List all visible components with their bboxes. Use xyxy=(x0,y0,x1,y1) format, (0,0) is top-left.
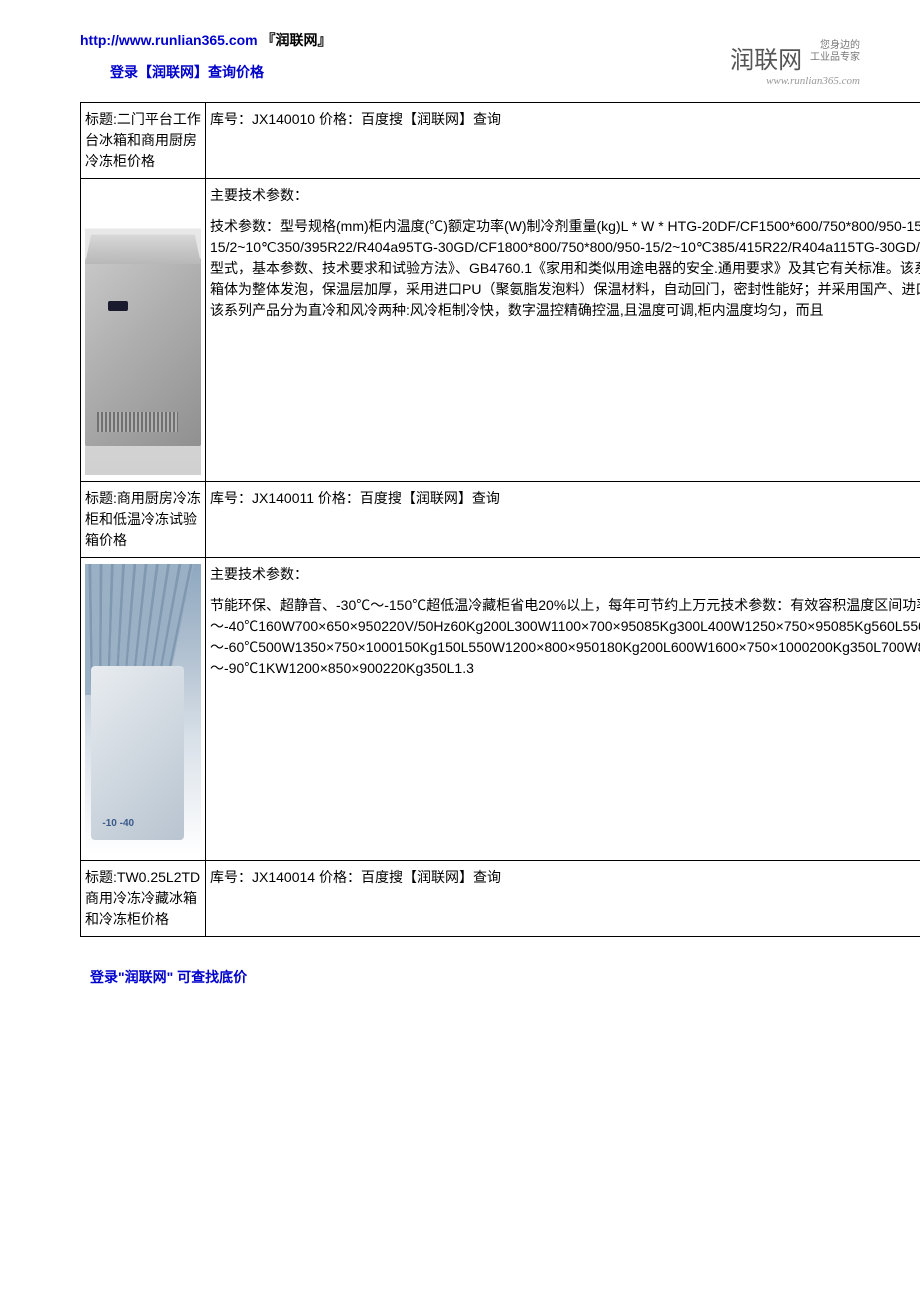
logo-row: 润联网 您身边的 工业品专家 xyxy=(730,40,860,75)
spec-body: 技术参数：型号规格(mm)柜内温度(℃)额定功率(W)制冷剂重量(kg)L * … xyxy=(210,216,920,321)
products-table: 标题:二门平台工作台冰箱和商用厨房冷冻柜价格 库号：JX140010 价格：百度… xyxy=(80,102,920,937)
stock-no: JX140011 xyxy=(252,490,314,506)
product-info-cell: 库号：JX140014 价格：百度搜【润联网】查询 xyxy=(206,861,920,937)
price-text: 百度搜【润联网】查询 xyxy=(360,490,500,506)
price-label: 价格： xyxy=(319,869,361,885)
freezer-temp-label: -10 -40 xyxy=(102,816,134,831)
product-image-cell xyxy=(81,179,206,482)
fridge-top xyxy=(85,234,201,263)
product-title-cell: 标题:二门平台工作台冰箱和商用厨房冷冻柜价格 xyxy=(81,103,206,179)
price-text: 百度搜【润联网】查询 xyxy=(361,111,501,127)
logo-area: 润联网 您身边的 工业品专家 www.runlian365.com xyxy=(730,40,860,87)
price-label: 价格： xyxy=(319,111,361,127)
fridge-workbench-graphic xyxy=(85,185,201,475)
table-row: 标题:商用厨房冷冻柜和低温冷冻试验箱价格 库号：JX140011 价格：百度搜【… xyxy=(81,482,920,558)
product-title-cell: 标题:商用厨房冷冻柜和低温冷冻试验箱价格 xyxy=(81,482,206,558)
site-brand: 『润联网』 xyxy=(262,32,332,48)
product-spec-cell: 主要技术参数： 技术参数：型号规格(mm)柜内温度(℃)额定功率(W)制冷剂重量… xyxy=(206,179,920,482)
chest-freezer-graphic: -10 -40 xyxy=(85,564,201,854)
table-row: 主要技术参数： 技术参数：型号规格(mm)柜内温度(℃)额定功率(W)制冷剂重量… xyxy=(81,179,920,482)
product-image-workbench-fridge xyxy=(85,185,201,475)
spec-heading: 主要技术参数： xyxy=(210,564,920,585)
product-image-cell: -10 -40 xyxy=(81,558,206,861)
price-label: 价格： xyxy=(318,490,360,506)
stock-no: JX140010 xyxy=(252,111,315,127)
title-prefix: 标题: xyxy=(85,869,117,885)
stock-label: 库号： xyxy=(210,869,252,885)
title-prefix: 标题: xyxy=(85,111,117,127)
spec-body: 节能环保、超静音、-30℃～-150℃超低温冷藏柜省电20%以上，每年可节约上万… xyxy=(210,595,920,679)
table-row: -10 -40 主要技术参数： 节能环保、超静音、-30℃～-150℃超低温冷藏… xyxy=(81,558,920,861)
logo-name: 润联网 xyxy=(730,40,802,75)
spec-heading: 主要技术参数： xyxy=(210,185,920,206)
site-url-link[interactable]: http://www.runlian365.com xyxy=(80,32,258,48)
table-row: 标题:二门平台工作台冰箱和商用厨房冷冻柜价格 库号：JX140010 价格：百度… xyxy=(81,103,920,179)
product-spec-cell: 主要技术参数： 节能环保、超静音、-30℃～-150℃超低温冷藏柜省电20%以上… xyxy=(206,558,920,861)
stock-label: 库号： xyxy=(210,111,252,127)
product-title-cell: 标题:TW0.25L2TD商用冷冻冷藏冰箱和冷冻柜价格 xyxy=(81,861,206,937)
product-info-cell: 库号：JX140011 价格：百度搜【润联网】查询 xyxy=(206,482,920,558)
logo-url: www.runlian365.com xyxy=(730,75,860,87)
page-header: http://www.runlian365.com 『润联网』 登录【润联网】查… xyxy=(80,30,860,82)
logo-tagline-1: 您身边的 xyxy=(820,40,860,51)
product-image-chest-freezer: -10 -40 xyxy=(85,564,201,854)
stock-no: JX140014 xyxy=(252,869,315,885)
logo-tagline: 您身边的 工业品专家 xyxy=(810,40,860,64)
logo-tagline-2: 工业品专家 xyxy=(810,52,860,63)
product-info-cell: 库号：JX140010 价格：百度搜【润联网】查询 xyxy=(206,103,920,179)
title-prefix: 标题: xyxy=(85,490,117,506)
footer-link[interactable]: 登录"润联网" 可查找底价 xyxy=(90,967,860,987)
stock-label: 库号： xyxy=(210,490,252,506)
price-text: 百度搜【润联网】查询 xyxy=(361,869,501,885)
table-row: 标题:TW0.25L2TD商用冷冻冷藏冰箱和冷冻柜价格 库号：JX140014 … xyxy=(81,861,920,937)
fridge-vents xyxy=(97,412,178,432)
